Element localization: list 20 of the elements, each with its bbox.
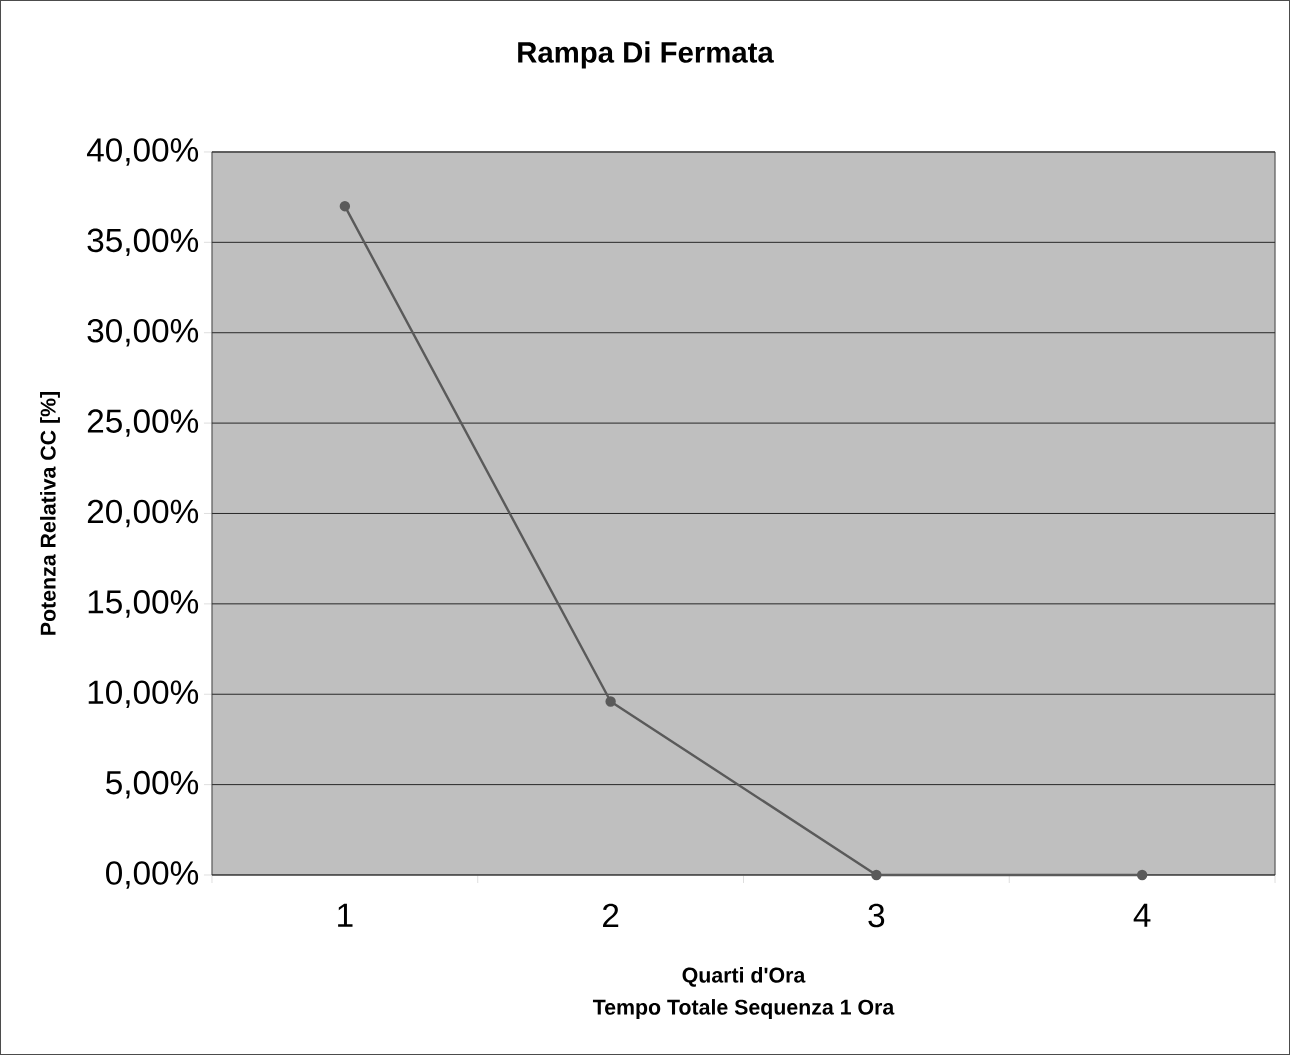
point — [1136, 869, 1148, 881]
y-tick-label: 40,00% — [86, 138, 199, 166]
chart-title: Rampa Di Fermata — [518, 41, 774, 69]
x-tick-label: 3 — [868, 903, 885, 928]
point — [605, 696, 616, 707]
y-tick-label: 30,00% — [87, 318, 199, 347]
y-axis-title: Potenza Relativa CC [%] — [40, 392, 60, 635]
y-tick-label: 35,00% — [87, 228, 199, 257]
point — [871, 869, 882, 881]
y-tick-label: 20,00% — [87, 499, 199, 528]
point — [339, 201, 351, 212]
y-tick-label: 5,00% — [106, 770, 199, 799]
x-axis-title: Quarti d'Ora Tempo Totale Sequenza 1 Ora — [592, 967, 895, 1019]
y-tick-label: 0,00% — [106, 861, 199, 889]
x-tick-label: 4 — [1133, 903, 1151, 927]
y-tick-label: 25,00% — [87, 409, 199, 437]
x-tick-label: 2 — [603, 903, 619, 927]
x-tick-label: 1 — [338, 903, 353, 927]
y-tick-label: 10,00% — [88, 680, 199, 709]
y-tick-label: 15,00% — [88, 590, 199, 618]
